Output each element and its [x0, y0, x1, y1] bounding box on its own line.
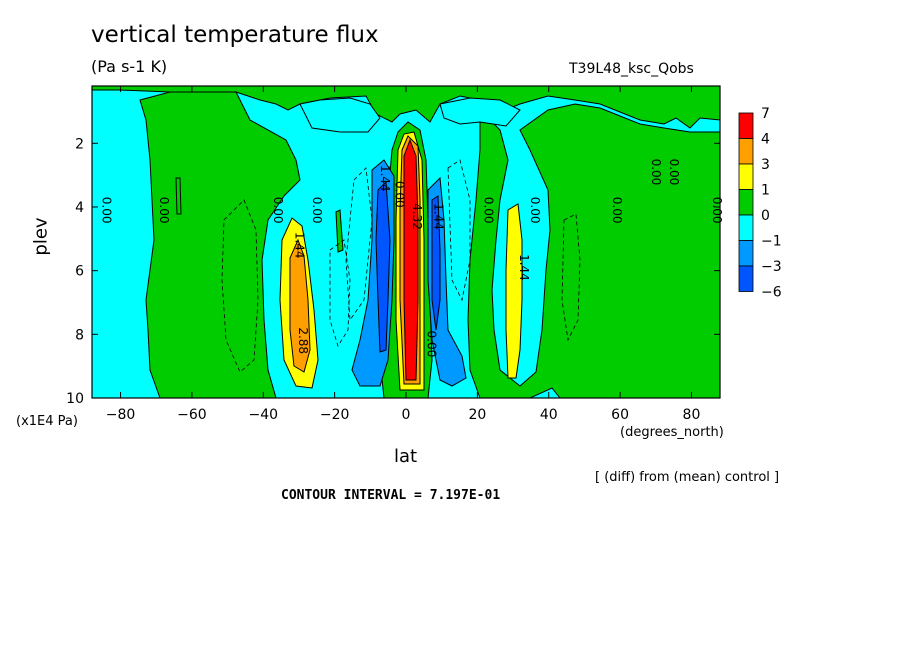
x-tick-label: −40 — [248, 407, 278, 423]
region-green-left — [139, 91, 301, 398]
contour-label: 0.00 — [271, 197, 285, 224]
legend-swatch — [738, 240, 754, 267]
x-tick-label: 80 — [683, 407, 701, 423]
region-deepblue-left — [375, 180, 391, 353]
contour-label: 4.32 — [410, 203, 424, 230]
legend-label: −1 — [761, 234, 782, 250]
legend-swatch — [738, 265, 754, 292]
legend-label: 7 — [761, 106, 770, 122]
y-tick-label: 8 — [75, 327, 84, 343]
region-red-center — [403, 138, 419, 381]
experiment-label: T39L48_ksc_Qobs — [569, 61, 694, 77]
region-green-patch — [175, 177, 182, 215]
legend-swatch — [738, 214, 754, 241]
y-axis-units: (x1E4 Pa) — [16, 414, 78, 429]
region-cyan-top2 — [439, 97, 521, 127]
chart-subtitle: (Pa s-1 K) — [91, 57, 168, 76]
contour-label: 0.00 — [649, 159, 663, 186]
contour-label: 0.00 — [667, 159, 681, 186]
region-deepblue-right — [431, 195, 441, 331]
legend-swatch — [738, 138, 754, 165]
x-tick-label: −80 — [106, 407, 136, 423]
contour-label: 0.00 — [610, 197, 624, 224]
y-tick-label: 6 — [75, 264, 84, 280]
contour-label: 0.00 — [482, 197, 496, 224]
region-yellow-right — [505, 203, 523, 379]
legend-swatch — [738, 112, 754, 139]
x-tick-label: 20 — [468, 407, 486, 423]
legend-label: 0 — [761, 208, 770, 224]
contour-label: 0.00 — [710, 197, 724, 224]
color-legend: 7 4 3 1 0 −1 −3 −6 — [738, 106, 782, 301]
legend-swatch — [738, 163, 754, 190]
diff-footnote: [ (diff) from (mean) control ] — [595, 470, 780, 485]
contour-label: 0.00 — [157, 197, 171, 224]
x-axis-label: lat — [394, 446, 418, 467]
contour-label: 0.00 — [310, 197, 324, 224]
region-cyan-top — [299, 97, 381, 133]
dashed-contours — [221, 159, 581, 373]
x-tick-label: 0 — [402, 407, 411, 423]
x-tick-label: −60 — [177, 407, 207, 423]
x-axis-ticks: −80 −60 −40 −20 0 20 40 60 80 — [106, 86, 701, 423]
legend-label: −3 — [761, 259, 782, 275]
y-tick-label: 10 — [66, 391, 84, 407]
region-orange-left — [289, 238, 311, 373]
contour-labels: 0.00 0.00 0.00 0.001.442.881.440.004.32 1.44… — [100, 159, 724, 358]
x-tick-label: 60 — [611, 407, 629, 423]
x-axis-units: (degrees_north) — [620, 425, 724, 440]
contour-label: 0.00 — [424, 331, 438, 358]
chart-title: vertical temperature flux — [91, 22, 379, 48]
x-tick-label: −20 — [320, 407, 350, 423]
x-tick-label: 40 — [540, 407, 558, 423]
contour-label: 2.88 — [296, 327, 310, 354]
contour-label: 1.44 — [432, 203, 446, 230]
region-green-right — [467, 99, 720, 398]
legend-swatch — [738, 189, 754, 216]
legend-label: −6 — [761, 285, 782, 301]
contour-label: 0.00 — [528, 197, 542, 224]
contour-interval-text: CONTOUR INTERVAL = 7.197E-01 — [281, 488, 501, 503]
contour-label: 1.44 — [378, 165, 392, 192]
legend-label: 3 — [761, 157, 770, 173]
contour-label: 1.44 — [292, 232, 306, 259]
contour-label: 0.00 — [392, 181, 406, 208]
legend-label: 1 — [761, 183, 770, 199]
contour-label: 1.44 — [517, 254, 531, 281]
legend-label: 4 — [761, 132, 770, 148]
y-tick-label: 4 — [75, 200, 84, 216]
y-axis-ticks: 2 4 6 8 10 — [66, 136, 720, 407]
contour-label: 0.00 — [100, 197, 114, 224]
y-tick-label: 2 — [75, 136, 84, 152]
